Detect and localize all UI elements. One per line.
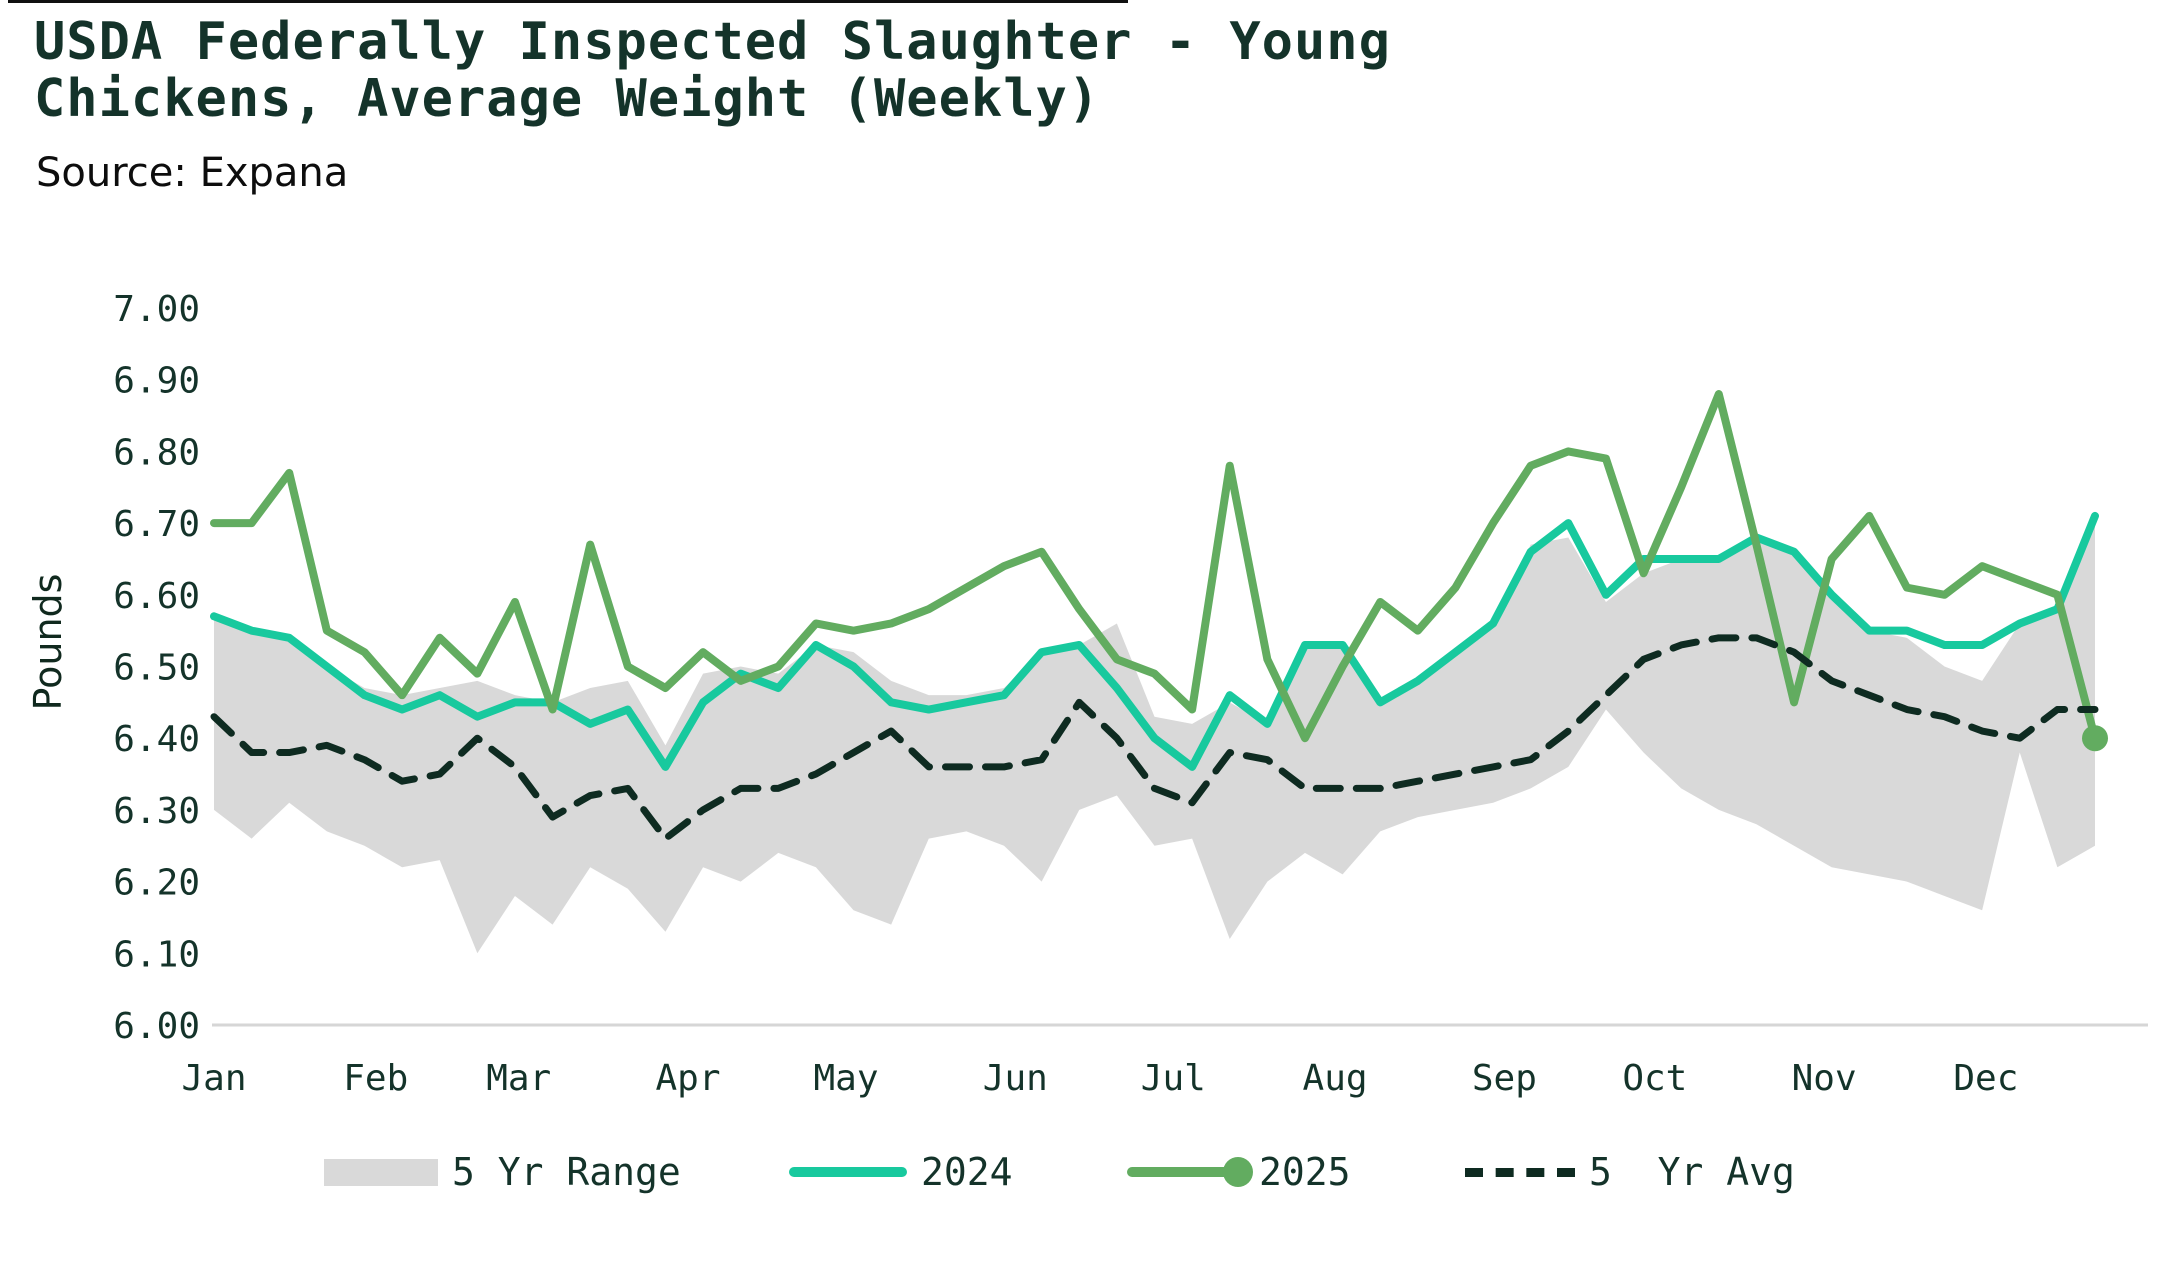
top-border-strip: [8, 0, 1128, 3]
y-tick-label: 6.70: [113, 504, 200, 545]
x-tick-label-apr: Apr: [655, 1058, 720, 1099]
legend-label-2025: 2025: [1259, 1150, 1351, 1194]
y-tick-label: 6.90: [113, 361, 200, 402]
line-2024-swatch-icon: [789, 1167, 907, 1177]
x-tick-label-nov: Nov: [1792, 1058, 1857, 1099]
legend-item-2025: 2025: [1127, 1150, 1351, 1194]
x-tick-label-aug: Aug: [1303, 1058, 1368, 1099]
x-tick-label-mar: Mar: [486, 1058, 551, 1099]
x-tick-label-oct: Oct: [1622, 1058, 1687, 1099]
legend-label-avg: 5 Yr Avg: [1589, 1150, 1795, 1194]
legend-item-range: 5 Yr Range: [324, 1150, 681, 1194]
range-band-swatch-icon: [324, 1158, 438, 1186]
legend-item-avg: 5 Yr Avg: [1465, 1150, 1795, 1194]
y-tick-label: 6.60: [113, 576, 200, 617]
avg-dashed-swatch-icon: [1465, 1167, 1575, 1177]
y-tick-label: 6.20: [113, 863, 200, 904]
series-line-y2024: [210, 511, 2099, 771]
title-line-2: Chickens, Average Weight (Weekly): [34, 69, 1101, 129]
page-title: USDA Federally Inspected Slaughter - You…: [34, 14, 1391, 128]
y-tick-label: 6.30: [113, 791, 200, 832]
x-tick-label-jan: Jan: [181, 1058, 246, 1099]
series-end-marker-y2025: [2082, 725, 2108, 752]
x-tick-label-may: May: [814, 1058, 879, 1099]
y-tick-label: 6.00: [113, 1006, 200, 1047]
y-tick-label: 6.80: [113, 432, 200, 473]
legend-item-2024: 2024: [789, 1150, 1013, 1194]
y-tick-label: 6.50: [113, 648, 200, 689]
x-tick-label-sep: Sep: [1472, 1058, 1537, 1099]
y-tick-label: 7.00: [113, 289, 200, 330]
series-line-y2025: [210, 390, 2099, 743]
x-tick-label-feb: Feb: [343, 1058, 408, 1099]
y-tick-label: 6.10: [113, 934, 200, 975]
source-caption: Source: Expana: [36, 150, 349, 196]
x-tick-label-dec: Dec: [1953, 1058, 2018, 1099]
y-tick-label: 6.40: [113, 719, 200, 760]
line-2025-swatch-icon: [1127, 1157, 1253, 1187]
legend-label-range: 5 Yr Range: [452, 1150, 681, 1194]
legend-label-2024: 2024: [921, 1150, 1013, 1194]
x-tick-label-jun: Jun: [983, 1058, 1048, 1099]
title-line-1: USDA Federally Inspected Slaughter - You…: [34, 12, 1391, 72]
series-line-avg5: [210, 634, 2099, 843]
x-tick-label-jul: Jul: [1141, 1058, 1206, 1099]
marker-dot-icon: [1223, 1157, 1253, 1187]
